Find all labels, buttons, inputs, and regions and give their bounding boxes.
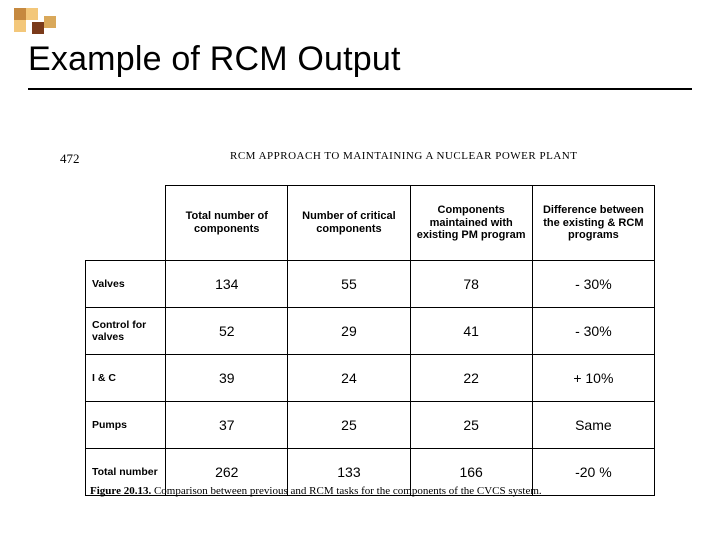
col-header: Number of critical components [288, 186, 410, 261]
row-label: Control for valves [86, 308, 166, 355]
decor-square [44, 16, 56, 28]
col-header: Difference between the existing & RCM pr… [532, 186, 654, 261]
cell: 78 [410, 261, 532, 308]
cell: -20 % [532, 449, 654, 496]
decor-square [26, 8, 38, 20]
table-row: Valves 134 55 78 - 30% [86, 261, 655, 308]
rcm-table-wrap: Total number of components Number of cri… [85, 185, 655, 496]
table-row: Control for valves 52 29 41 - 30% [86, 308, 655, 355]
table-row: Pumps 37 25 25 Same [86, 402, 655, 449]
table-header-row: Total number of components Number of cri… [86, 186, 655, 261]
cell: 41 [410, 308, 532, 355]
decor-square [14, 20, 26, 32]
decor-square [14, 8, 26, 20]
caption-label: Figure 20.13. [90, 485, 151, 497]
decor-square [32, 22, 44, 34]
row-label: Valves [86, 261, 166, 308]
cell: 24 [288, 355, 410, 402]
cell: 25 [410, 402, 532, 449]
cell: 134 [166, 261, 288, 308]
running-head: RCM APPROACH TO MAINTAINING A NUCLEAR PO… [230, 150, 577, 162]
row-label: Pumps [86, 402, 166, 449]
slide-title: Example of RCM Output [28, 40, 401, 79]
cell: 22 [410, 355, 532, 402]
cell: 29 [288, 308, 410, 355]
cell: 39 [166, 355, 288, 402]
table-row: I & C 39 24 22 + 10% [86, 355, 655, 402]
cell: 37 [166, 402, 288, 449]
cell: 25 [288, 402, 410, 449]
title-underline [28, 88, 692, 90]
col-header: Total number of components [166, 186, 288, 261]
cell: + 10% [532, 355, 654, 402]
figure-caption: Figure 20.13. Comparison between previou… [90, 485, 542, 497]
caption-text: Comparison between previous and RCM task… [154, 485, 542, 497]
cell: 55 [288, 261, 410, 308]
stub-cell [86, 186, 166, 261]
cell: - 30% [532, 308, 654, 355]
row-label: I & C [86, 355, 166, 402]
slide: Example of RCM Output 472 RCM APPROACH T… [0, 0, 720, 540]
cell: 52 [166, 308, 288, 355]
col-header: Components maintained with existing PM p… [410, 186, 532, 261]
rcm-table: Total number of components Number of cri… [85, 185, 655, 496]
cell: Same [532, 402, 654, 449]
cell: - 30% [532, 261, 654, 308]
page-number: 472 [60, 151, 80, 166]
